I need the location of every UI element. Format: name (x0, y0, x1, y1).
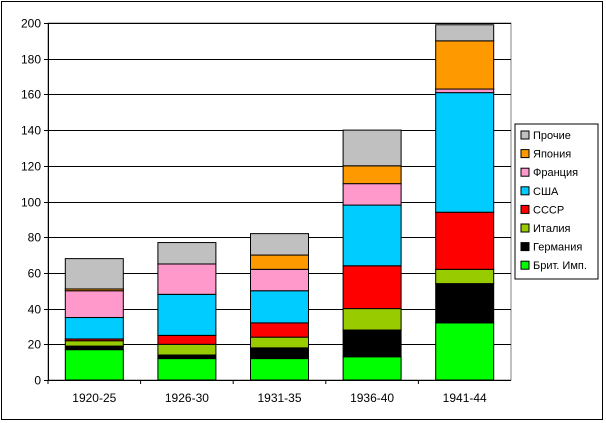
bar-segment (157, 358, 217, 381)
legend-swatch (520, 223, 530, 233)
bar-segment (157, 242, 217, 265)
legend-label: Германия (533, 242, 582, 254)
legend-label: Франция (533, 167, 578, 179)
y-tick-label: 200 (21, 17, 41, 31)
bar-segment (250, 254, 309, 270)
legend-label: СССР (533, 204, 564, 216)
bar-segment (435, 283, 495, 324)
bar-segment (342, 265, 402, 310)
bar-segment (342, 356, 402, 381)
bar-segment (342, 183, 402, 206)
bar-segment (435, 88, 495, 94)
bar-segment (342, 165, 402, 185)
y-tick-label: 100 (21, 196, 41, 210)
axes (44, 23, 511, 381)
legend-label: Италия (533, 223, 571, 235)
bar-segment (250, 322, 309, 338)
y-tick-label: 40 (28, 303, 42, 317)
bar-segment (250, 347, 309, 360)
bar-segment (250, 336, 309, 349)
x-tick-label: 1926-30 (165, 391, 209, 405)
x-tick-label: 1941-44 (443, 391, 487, 405)
bar-segment (342, 129, 402, 167)
bar-segment (64, 258, 124, 290)
legend-swatch (520, 204, 530, 214)
bar-segment (64, 317, 124, 340)
bar-segment (64, 345, 124, 351)
bar-segment (157, 334, 217, 345)
legend-swatch (520, 130, 530, 140)
x-tick-label: 1920-25 (72, 391, 116, 405)
bar-segment (157, 354, 217, 360)
bar-segment (342, 329, 402, 358)
y-tick-label: 60 (28, 267, 42, 281)
bar-segment (250, 233, 309, 256)
legend-box (514, 123, 599, 280)
legend-swatch (520, 149, 530, 159)
y-tick-label: 20 (28, 338, 42, 352)
bar-segment (435, 40, 495, 90)
bar-segment (157, 263, 217, 295)
bar-segment (157, 343, 217, 356)
legend-label: Япония (533, 149, 571, 161)
y-tick-label: 80 (28, 231, 42, 245)
y-axis-labels: 0 20 40 60 80 100 120 140 160 180 200 (21, 17, 41, 388)
legend: Прочие Япония Франция США СССР Италия Германия… (514, 123, 599, 280)
bar-segment (157, 293, 217, 336)
bar-segment (342, 308, 402, 331)
bar-segment (250, 290, 309, 324)
x-axis-labels: 1920-25 1926-30 1931-35 1936-40 1941-44 (47, 380, 487, 405)
bar-segment (435, 24, 495, 42)
bar-segment (435, 211, 495, 270)
bar-segment (435, 322, 495, 381)
legend-swatch (520, 242, 530, 252)
bar-segment (64, 290, 124, 319)
x-tick-label: 1936-40 (350, 391, 394, 405)
y-tick-label: 160 (21, 88, 41, 102)
legend-swatch (520, 167, 530, 177)
bar-segment (250, 268, 309, 292)
legend-label: Брит. Имп. (533, 260, 587, 272)
y-tick-label: 0 (34, 374, 41, 388)
bar-segment (64, 349, 124, 381)
bar-segment (250, 358, 309, 381)
y-tick-label: 140 (21, 124, 41, 138)
y-tick-label: 120 (21, 160, 41, 174)
legend-swatch (520, 186, 530, 196)
x-tick-label: 1931-35 (257, 391, 301, 405)
bar-segment (342, 204, 402, 267)
bar-segment (435, 92, 495, 213)
legend-label: Прочие (533, 130, 571, 142)
legend-label: США (533, 186, 559, 198)
bar-segment (64, 340, 124, 347)
bars (64, 24, 495, 381)
y-tick-label: 180 (21, 53, 41, 67)
bar-segment (435, 268, 495, 285)
legend-swatch (520, 260, 530, 270)
